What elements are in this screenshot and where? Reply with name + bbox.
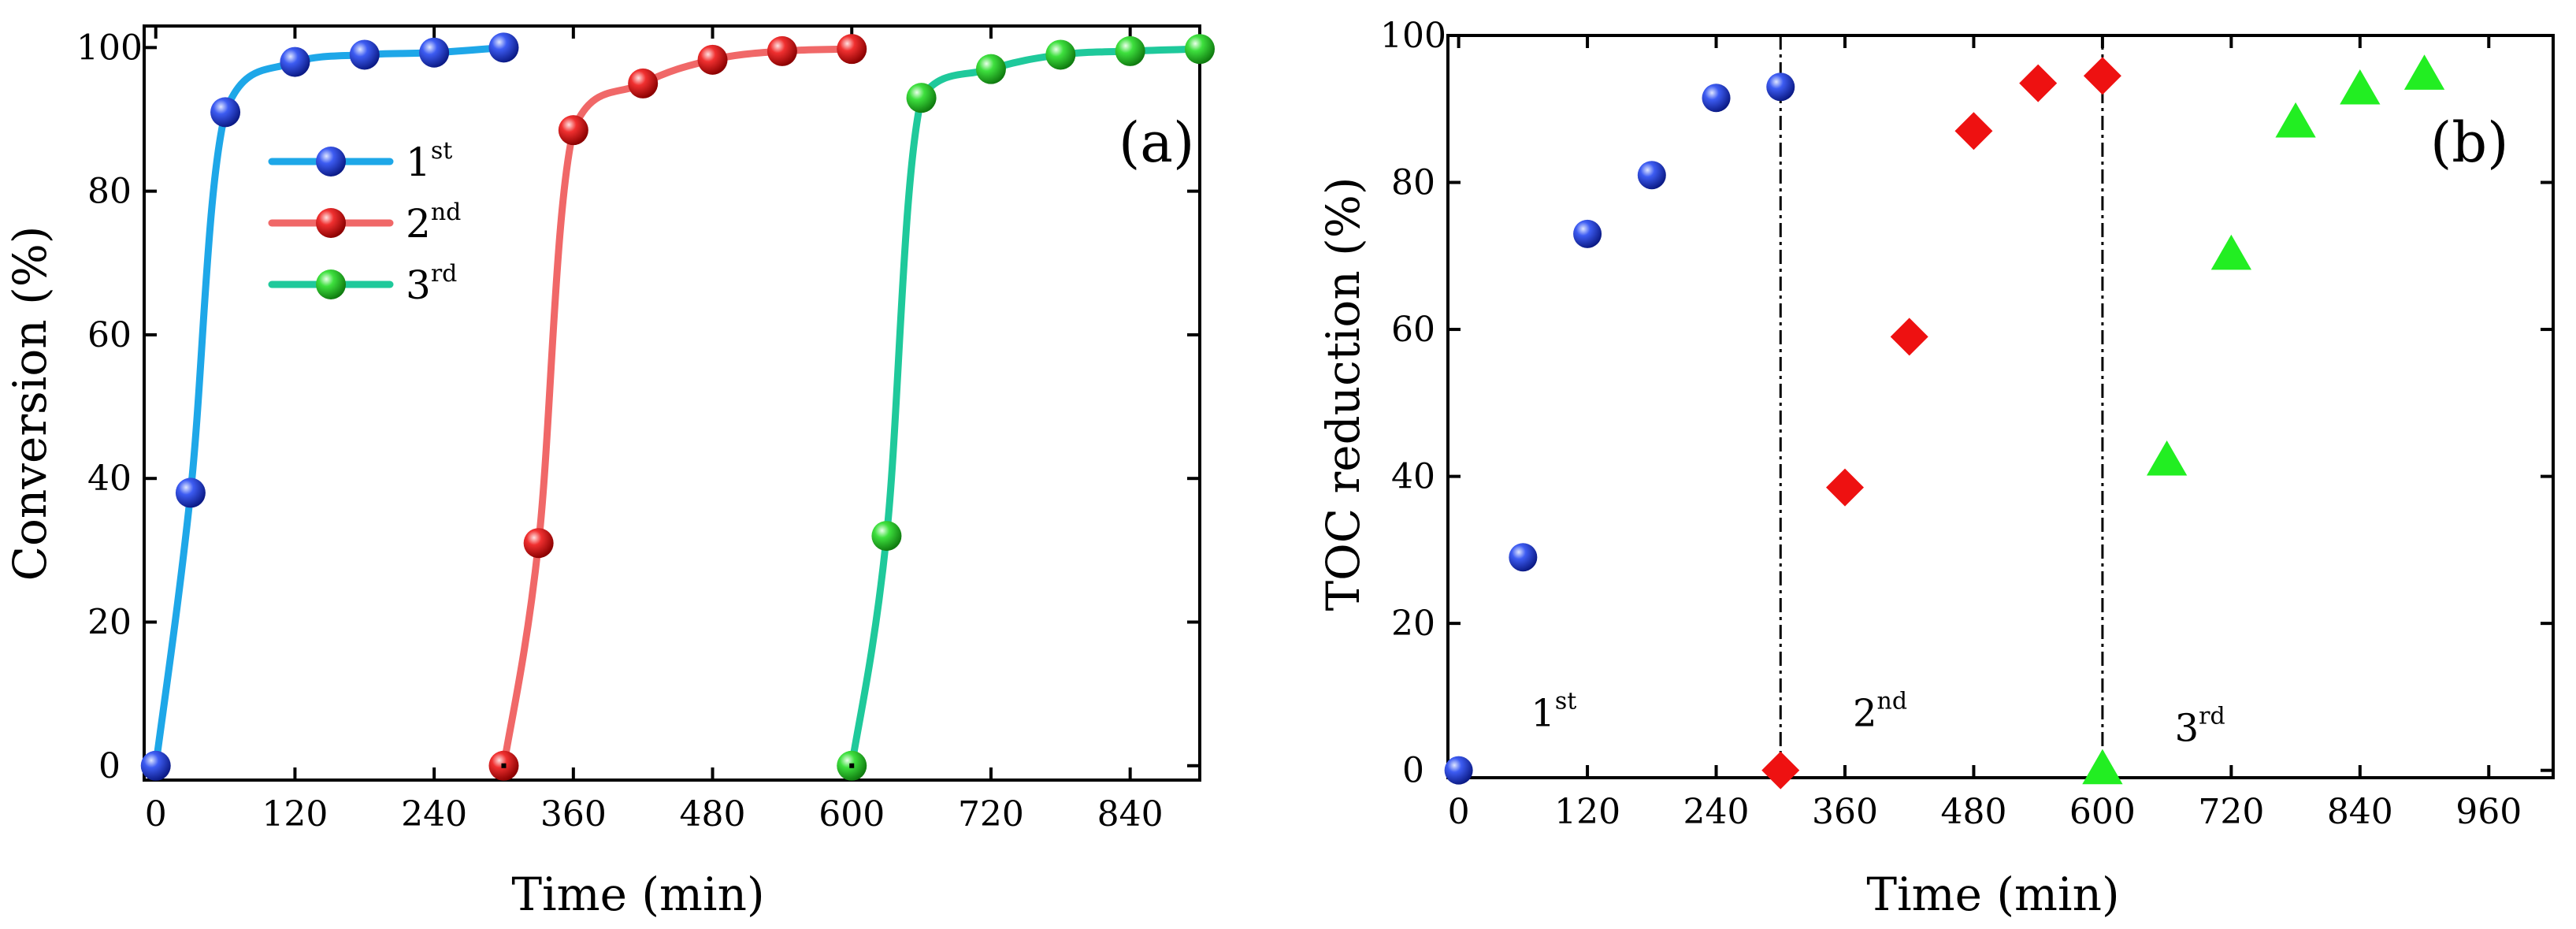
panel-b-3rd-point bbox=[2210, 234, 2252, 270]
panel-b-3rd-point bbox=[2403, 54, 2445, 90]
panel-b-xtick-label: 480 bbox=[1940, 792, 2006, 832]
panel-b-ytick-label: 20 bbox=[1391, 604, 1435, 644]
panel-b-annotations: 1st 2nd 3rd bbox=[1531, 688, 2225, 751]
panel-a-series-2-point bbox=[523, 528, 554, 559]
panel-a-series-3-point bbox=[906, 83, 937, 113]
panel-b-3rd-point bbox=[2146, 440, 2188, 476]
panel-a-series-1-point bbox=[488, 32, 519, 63]
panel-b-ytick-label: 80 bbox=[1391, 163, 1435, 203]
panel-b-label: (b) bbox=[2430, 110, 2508, 175]
panel-b-cycle-dividers bbox=[1779, 35, 2104, 778]
panel-a-xtick-label: 360 bbox=[540, 794, 607, 834]
panel-b-xtick-label: 720 bbox=[2198, 792, 2264, 832]
panel-a-series-3-point bbox=[1185, 34, 1215, 65]
panel-b-1st-point bbox=[1702, 84, 1731, 113]
panel-b-3rd-point bbox=[2340, 69, 2381, 105]
legend-marker-2 bbox=[316, 208, 346, 238]
panel-a-ticks: 0 120 240 360 480 600 720 840 0 20 40 60 80 100 bbox=[76, 26, 1200, 834]
panel-a-series-1-point bbox=[349, 39, 380, 70]
panel-a-xtick-label: 720 bbox=[958, 794, 1024, 834]
panel-b-xlabel: Time (min) bbox=[1866, 868, 2119, 921]
panel-b-1st-point bbox=[1509, 543, 1538, 572]
panel-b-2nd-point bbox=[1954, 112, 1993, 150]
panel-b-ytick-label: 0 bbox=[1402, 751, 1424, 791]
panel-b-3rd-point bbox=[2082, 749, 2123, 785]
panel-a-ytick-label: 20 bbox=[87, 602, 132, 642]
panel-a-conversion: 0 120 240 360 480 600 720 840 0 20 40 60 80 100 1st 2n… bbox=[3, 24, 1215, 921]
panel-a-xtick-label: 240 bbox=[401, 794, 467, 834]
panel-a-ytick-label: 40 bbox=[87, 459, 132, 499]
panel-b-ytick-label: 40 bbox=[1391, 457, 1435, 497]
panel-a-series-2-point bbox=[837, 34, 867, 65]
panel-a-series-1-point bbox=[140, 750, 171, 781]
panel-a-xlabel: Time (min) bbox=[511, 868, 764, 921]
legend-marker-1 bbox=[316, 147, 346, 177]
panel-a-markers bbox=[140, 32, 1215, 781]
panel-a-ytick-label: 100 bbox=[76, 28, 143, 68]
panel-a-series-3-point bbox=[975, 54, 1006, 84]
panel-a-series-3-point bbox=[1115, 35, 1145, 66]
panel-b-cycle-annotation-2: 2nd bbox=[1853, 688, 1907, 736]
panel-b-1st-point bbox=[1444, 756, 1473, 785]
panel-b-toc-reduction: 0 120 240 360 480 600 720 840 960 0 20 40 60 80 100 1s… bbox=[1316, 16, 2555, 921]
panel-a-legend: 1st 2nd 3rd bbox=[268, 137, 461, 308]
panel-a-series-2-point bbox=[766, 35, 797, 66]
panel-a-xtick-label: 120 bbox=[262, 794, 328, 834]
panel-b-xtick-label: 360 bbox=[1812, 792, 1878, 832]
legend-marker-3 bbox=[316, 269, 346, 299]
panel-a-ylabel: Conversion (%) bbox=[3, 226, 57, 582]
panel-b-1st-point bbox=[1573, 219, 1602, 248]
panel-a-series-2-point bbox=[628, 68, 659, 98]
panel-a-xtick-label: 480 bbox=[680, 794, 746, 834]
panel-a-series-1-point bbox=[210, 97, 241, 128]
panel-a-series-3-point bbox=[871, 521, 902, 552]
panel-b-xtick-label: 960 bbox=[2455, 792, 2522, 832]
panel-b-ylabel: TOC reduction (%) bbox=[1316, 177, 1370, 611]
panel-b-xtick-label: 240 bbox=[1683, 792, 1750, 832]
panel-b-1st-point bbox=[1766, 72, 1795, 102]
panel-b-xtick-label: 0 bbox=[1448, 792, 1470, 832]
panel-a-series-2-point bbox=[558, 115, 588, 146]
panel-b-ticks: 0 120 240 360 480 600 720 840 960 0 20 40 60 80 100 bbox=[1380, 16, 2553, 832]
panel-a-label: (a) bbox=[1119, 110, 1194, 175]
panel-a-series-1-point bbox=[280, 46, 310, 77]
legend-label-1: 1st bbox=[406, 137, 452, 185]
panel-a-xtick-label: 600 bbox=[818, 794, 885, 834]
panel-b-2nd-point bbox=[2019, 64, 2058, 102]
panel-b-markers bbox=[1444, 54, 2445, 790]
panel-a-ytick-label: 0 bbox=[98, 746, 121, 786]
panel-b-2nd-point bbox=[2083, 57, 2121, 95]
panel-a-series-2-start-dot bbox=[501, 763, 507, 768]
panel-b-frame bbox=[1446, 34, 2555, 779]
panel-b-1st-point bbox=[1637, 161, 1666, 190]
panel-b-ytick-label: 100 bbox=[1380, 16, 1446, 56]
legend-label-3: 3rd bbox=[406, 260, 457, 308]
panel-b-xtick-label: 600 bbox=[2069, 792, 2136, 832]
panel-b-3rd-point bbox=[2275, 102, 2316, 138]
panel-b-2nd-point bbox=[1825, 468, 1864, 507]
panel-b-2nd-point bbox=[1890, 318, 1928, 356]
panel-a-series-1-point bbox=[419, 37, 450, 68]
panel-b-2nd-point bbox=[1761, 751, 1800, 790]
panel-a-curves bbox=[152, 43, 1204, 770]
panel-b-xtick-label: 120 bbox=[1554, 792, 1620, 832]
panel-b-xtick-label: 840 bbox=[2327, 792, 2393, 832]
panel-a-ytick-label: 60 bbox=[87, 315, 132, 355]
panel-a-series-1-point bbox=[175, 478, 206, 508]
panel-a-xtick-label: 840 bbox=[1097, 794, 1164, 834]
panel-a-series-2-point bbox=[697, 44, 728, 75]
panel-b-ytick-label: 60 bbox=[1391, 310, 1435, 350]
panel-a-series-3-start-dot bbox=[849, 763, 855, 768]
panel-a-series-3-point bbox=[1045, 39, 1076, 70]
panel-a-ytick-label: 80 bbox=[87, 172, 132, 212]
panel-a-frame bbox=[143, 24, 1201, 782]
panel-a-series-2-line bbox=[499, 45, 856, 770]
legend-label-2: 2nd bbox=[406, 199, 461, 247]
panel-a-xtick-label: 0 bbox=[145, 794, 167, 834]
panel-b-cycle-annotation-1: 1st bbox=[1531, 688, 1576, 736]
panel-b-cycle-annotation-3: 3rd bbox=[2175, 702, 2225, 750]
